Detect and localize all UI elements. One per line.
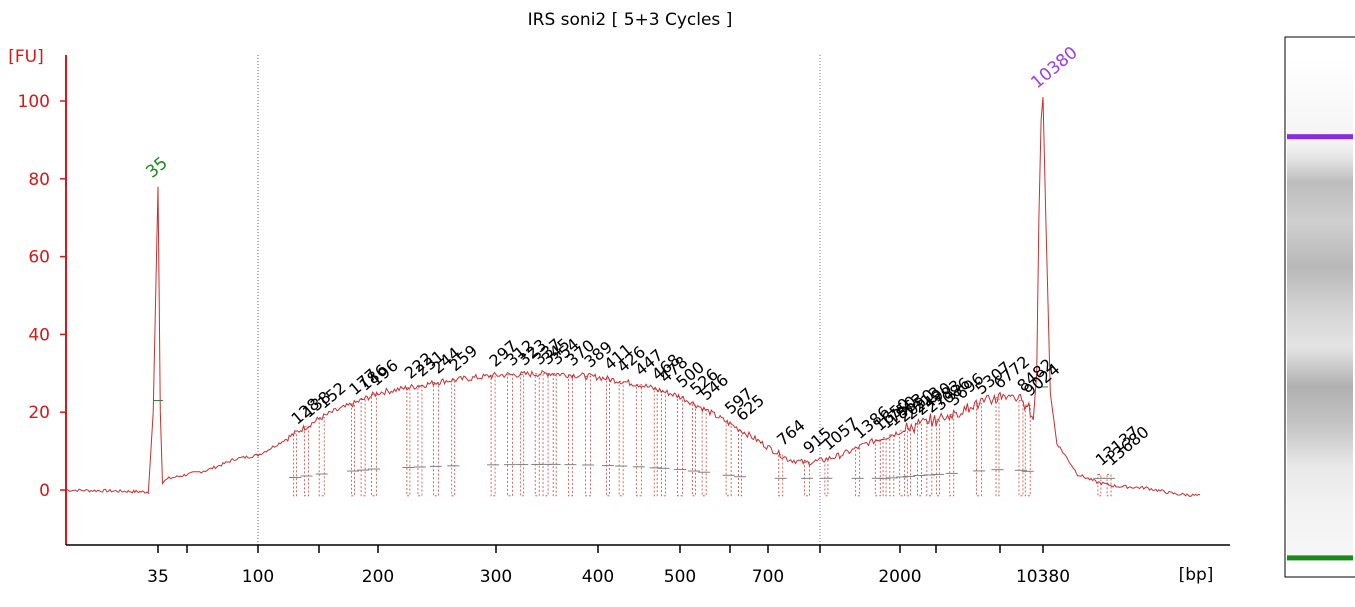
peak-window <box>926 421 933 497</box>
peak-window <box>1106 474 1112 497</box>
trace-layer <box>65 97 1201 498</box>
peak-window <box>949 414 955 497</box>
peak-window <box>606 378 610 497</box>
peak-window <box>417 385 423 497</box>
y-tick-label: 40 <box>28 325 50 345</box>
gel-band <box>1287 555 1353 561</box>
x-tick-label: 400 <box>582 567 614 587</box>
peak-window <box>995 397 1000 497</box>
x-tick-label: 200 <box>362 567 394 587</box>
peak-window <box>917 423 922 497</box>
x-tick-label: 35 <box>147 567 169 587</box>
peak-window <box>451 379 456 497</box>
y-tick-label: 60 <box>28 248 50 268</box>
peak-window <box>936 418 941 497</box>
peak-window <box>318 416 325 497</box>
peak-window <box>552 373 557 497</box>
gel-band <box>1287 134 1353 140</box>
chart-title: IRS soni2 [ 5+3 Cycles ] <box>528 10 733 30</box>
peak-window <box>701 408 707 497</box>
x-tick-label: 700 <box>752 567 784 587</box>
y-axis-label: [FU] <box>8 47 44 67</box>
peak-window <box>635 384 642 497</box>
gel-smear <box>1287 57 1353 557</box>
peak-window <box>899 430 906 497</box>
peak-window <box>855 447 861 497</box>
peak-window <box>534 373 540 497</box>
peak-window <box>304 426 309 497</box>
peak-window <box>585 375 592 497</box>
peak-window <box>432 382 439 497</box>
peak-window <box>1024 404 1031 497</box>
peak-windows <box>289 373 1116 497</box>
y-tick-label: 20 <box>28 403 50 423</box>
x-tick-label: 100 <box>242 567 274 587</box>
peak-window <box>653 388 658 497</box>
y-tick-label: 100 <box>18 92 50 112</box>
peak-window <box>874 439 881 497</box>
peak-window <box>567 374 573 497</box>
marker-labels: 35 10380 <box>142 43 1081 183</box>
peak-window <box>351 403 355 497</box>
peak-window <box>882 437 887 497</box>
peak-window <box>542 373 549 497</box>
peak-window <box>677 396 683 497</box>
y-tick-label: 80 <box>28 170 50 190</box>
peak-window <box>725 422 732 497</box>
peak-window <box>293 432 298 497</box>
peak-window <box>907 427 911 497</box>
region-markers <box>257 55 821 545</box>
peak-window <box>360 399 366 497</box>
peak-window <box>507 374 513 497</box>
peak-window <box>778 454 784 497</box>
x-tick-label: 2000 <box>878 567 921 587</box>
peak-window <box>976 402 982 497</box>
peak-window <box>824 458 829 497</box>
peak-window <box>692 403 696 497</box>
x-ticks: 35 100 200 300 400 500 700 2000 10380 <box>147 545 1070 587</box>
peak-window <box>1097 474 1102 497</box>
peak-window <box>490 375 496 497</box>
peak-window <box>889 434 895 497</box>
trace-line <box>65 97 1201 498</box>
peak-window <box>406 387 411 497</box>
x-axis-label: [bp] <box>1179 565 1214 585</box>
x-tick-label: 10380 <box>1016 567 1070 587</box>
x-tick-label: 500 <box>664 567 696 587</box>
gel-lane <box>1284 36 1355 578</box>
peak-window <box>804 462 810 497</box>
peak-window <box>520 373 525 497</box>
peak-window <box>370 394 377 497</box>
y-tick-label: 0 <box>39 481 50 501</box>
peak-window <box>1018 399 1024 497</box>
peak-window <box>738 429 742 497</box>
peak-window <box>661 391 666 497</box>
y-ticks: 0 20 40 60 80 100 <box>18 92 66 501</box>
axes: [FU] [bp] <box>8 47 1230 585</box>
x-tick-label: 300 <box>480 567 512 587</box>
peak-window <box>618 380 624 497</box>
marker-label: 10380 <box>1027 43 1081 93</box>
marker-label: 35 <box>142 153 171 182</box>
